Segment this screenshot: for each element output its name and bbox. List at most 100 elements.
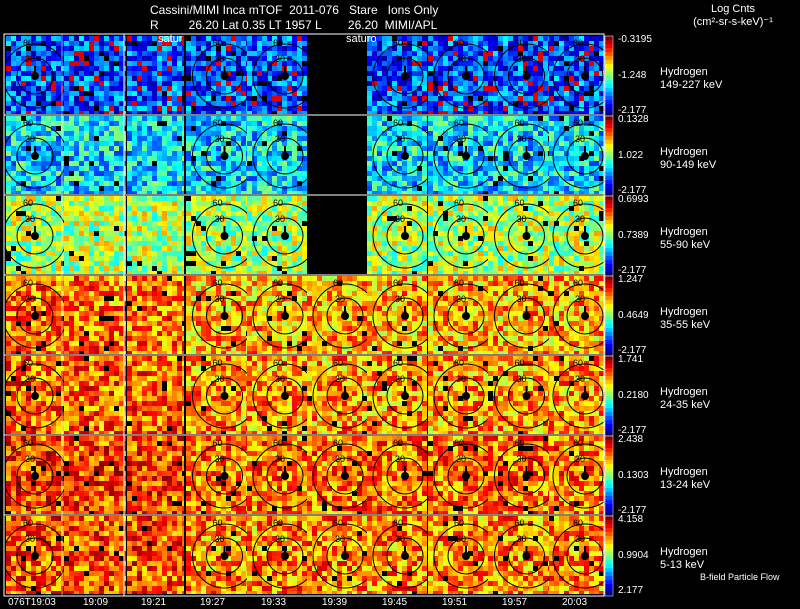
energy-range-label: 5-13 keV: [660, 559, 705, 571]
row-label: Hydrogen 24-35 keV: [660, 386, 710, 412]
time-label: 19:09: [83, 597, 109, 608]
colorbar-step: [605, 136, 613, 141]
colorbar-step: [605, 108, 613, 113]
plot-title: Cassini/MIMI Inca mTOF 2011-076 Stare Io…: [150, 3, 439, 17]
time-label: 19:51: [442, 597, 468, 608]
ring-label-60: 60: [333, 438, 343, 448]
ring-label-30: 30: [25, 134, 35, 144]
colorbar-step: [605, 40, 613, 45]
ring-label-30: 30: [275, 454, 285, 464]
colorbar-step: [605, 300, 613, 305]
colorbar-step: [605, 116, 613, 121]
colorbar-tick-max: 1.247: [618, 274, 644, 285]
colorbar-step: [605, 88, 613, 93]
colorbar-step: [605, 268, 613, 273]
ring-label-60: 60: [213, 118, 223, 128]
colorbar-step: [605, 372, 613, 377]
time-label: 19:33: [261, 597, 287, 608]
ring-label-30: 30: [456, 454, 466, 464]
colorbar-step: [605, 100, 613, 105]
panel-pixels: [367, 516, 427, 594]
ring-label-30: 30: [275, 374, 285, 384]
ring-label-30: 30: [395, 294, 405, 304]
colorbar-step: [605, 420, 613, 425]
colorbar-step: [605, 360, 613, 365]
colorbar-step: [605, 80, 613, 85]
ring-label-30: 30: [517, 374, 527, 384]
colorbar-step: [605, 340, 613, 345]
panel-pixels: [307, 516, 367, 594]
ring-label-60: 60: [333, 358, 343, 368]
ring-label-60: 60: [333, 278, 343, 288]
ring-label-30: 30: [25, 294, 35, 304]
colorbar-step: [605, 492, 613, 497]
ring-30: [266, 217, 304, 255]
colorbar-step: [605, 308, 613, 313]
ring-30: [566, 297, 604, 335]
ring-label-30: 30: [517, 134, 527, 144]
ring-label-30: 30: [275, 534, 285, 544]
ring-label-60: 60: [213, 38, 223, 48]
ring-30: [206, 217, 243, 255]
ring-30: [266, 377, 304, 415]
colorbar-step: [605, 520, 613, 525]
colorbar-step: [605, 532, 613, 537]
colorbar-step: [605, 224, 613, 229]
colorbar-step: [605, 504, 613, 509]
ring-label-60: 60: [273, 198, 283, 208]
ring-30: [206, 57, 243, 95]
ring-30: [386, 377, 424, 415]
ring-label-60: 60: [23, 358, 33, 368]
ring-label-30: 30: [575, 454, 585, 464]
ring-30: [326, 457, 364, 495]
colorbar-step: [605, 412, 613, 417]
ring-label-30: 30: [575, 214, 585, 224]
plot-subtitle: R 26.20 Lat 0.35 LT 1957 L 26.20 MIMI/AP…: [150, 18, 438, 32]
ring-label-60: 60: [515, 278, 525, 288]
ring-label-60: 60: [273, 518, 283, 528]
ring-label-30: 30: [456, 374, 466, 384]
colorbar-tick-mid: 0.7389: [618, 230, 649, 241]
ring-60: [552, 523, 618, 589]
ring-label-30: 30: [25, 374, 35, 384]
ring-label-30: 30: [395, 214, 405, 224]
colorbar-step: [605, 104, 613, 109]
panel-pixels: [127, 356, 184, 434]
colorbar-step: [605, 540, 613, 545]
ring-label-30: 30: [395, 534, 405, 544]
colorbar-tick-max: 0.6993: [618, 194, 649, 205]
colorbar-step: [605, 292, 613, 297]
ring-30: [447, 57, 485, 95]
colorbar-step: [605, 284, 613, 289]
panel-pixels: [64, 196, 126, 274]
ring-30: [266, 137, 304, 175]
panel-pixels: [488, 196, 549, 274]
ring-label-60: 60: [393, 38, 403, 48]
ring-30: [508, 457, 545, 495]
colorbar-step: [605, 408, 613, 413]
colorbar-step: [605, 256, 613, 261]
panel-pixels: [488, 436, 549, 514]
colorbar-tick-max: 2.438: [618, 434, 644, 445]
ring-label-30: 30: [335, 534, 345, 544]
colorbar-step: [605, 564, 613, 569]
colorbar-tick-max: -0.3195: [618, 34, 652, 45]
ring-label-30: 30: [456, 534, 466, 544]
ring-30: [386, 137, 424, 175]
ring-30: [447, 137, 485, 175]
colorbar-step: [605, 176, 613, 181]
ring-label-60: 60: [393, 518, 403, 528]
colorbar-tick-min: -2.177: [618, 505, 647, 516]
ring-30: [16, 137, 54, 175]
ring-label-60: 60: [393, 438, 403, 448]
colorbar-step: [605, 288, 613, 293]
ring-30: [566, 137, 604, 175]
colorbar-step: [605, 576, 613, 581]
colorbar-step: [605, 512, 613, 517]
panel-pixels: [247, 276, 307, 354]
colorbar-step: [605, 328, 613, 333]
time-label: 20:03: [562, 597, 588, 608]
row-label: Hydrogen 5-13 keV: [660, 546, 708, 572]
ring-label-30: 30: [275, 214, 285, 224]
colorbar-step: [605, 440, 613, 445]
